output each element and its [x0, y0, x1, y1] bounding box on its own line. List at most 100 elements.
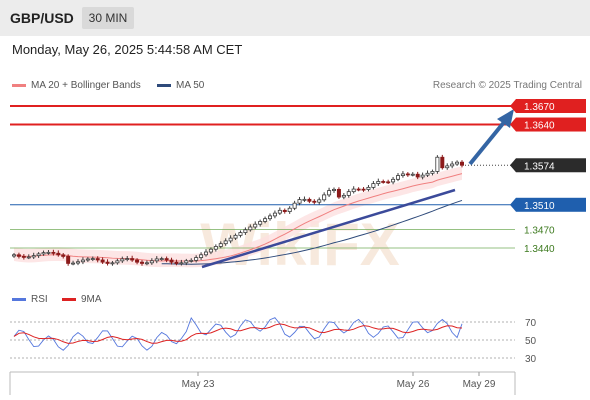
candle-body	[130, 258, 135, 261]
candle	[391, 176, 396, 185]
candle	[110, 260, 115, 266]
candle	[149, 258, 154, 265]
candle	[351, 186, 356, 194]
candle-body	[194, 257, 199, 261]
candle	[445, 163, 450, 170]
level-label-1.3440: 1.3440	[524, 244, 555, 255]
candle-body	[85, 258, 90, 261]
candle-body	[302, 198, 307, 201]
candle	[36, 252, 41, 258]
candle-body	[159, 258, 164, 261]
candle	[248, 224, 253, 232]
candle	[263, 216, 268, 224]
candle-body	[356, 188, 361, 191]
candle	[21, 254, 26, 260]
candle-body	[61, 254, 66, 257]
candle-body	[76, 261, 81, 264]
symbol-label: GBP/USD	[10, 10, 74, 26]
candle-body	[26, 256, 31, 259]
candle-body	[11, 254, 16, 257]
candle-body	[100, 259, 105, 263]
candle-body	[223, 240, 228, 245]
candle	[179, 259, 184, 266]
candle-body	[243, 229, 248, 233]
candle	[253, 221, 258, 230]
candle	[238, 230, 243, 238]
level-label-1.3670: 1.3670	[524, 102, 555, 113]
candle	[450, 161, 455, 169]
candle-body	[282, 209, 287, 212]
candle-body	[139, 261, 144, 264]
legend-swatch-ma20	[12, 83, 26, 87]
candle-body	[455, 161, 460, 165]
candle	[144, 260, 149, 266]
candle	[76, 259, 81, 266]
x-tick-label: May 29	[463, 379, 496, 390]
candle-body	[233, 234, 238, 239]
candle-body	[120, 258, 125, 262]
trendline-and-arrow	[201, 109, 514, 269]
candle-body	[450, 163, 455, 167]
candle-body	[445, 165, 450, 169]
last-price-tag	[516, 158, 586, 173]
candle	[203, 249, 208, 257]
bollinger-band-fill	[14, 166, 462, 268]
candle-body	[312, 200, 317, 203]
candle-body	[51, 251, 56, 254]
candle	[420, 172, 425, 180]
candle-body	[327, 190, 332, 196]
candle	[218, 241, 223, 249]
candle	[336, 187, 341, 199]
rsi-level-label-50: 50	[525, 336, 537, 347]
candle	[174, 259, 179, 266]
candle-body	[376, 181, 381, 184]
candle	[61, 252, 66, 259]
candle	[327, 187, 332, 198]
candle	[159, 256, 164, 261]
candle	[16, 252, 21, 259]
level-tag-1.3670	[516, 99, 586, 113]
candle-body	[297, 199, 302, 204]
candle-body	[36, 253, 41, 257]
candles	[11, 154, 464, 266]
candle	[415, 171, 420, 180]
candle-body	[203, 251, 208, 256]
candle	[164, 256, 169, 263]
candle-body	[110, 262, 115, 265]
candle	[51, 249, 56, 256]
candle-body	[174, 261, 179, 264]
candle	[366, 185, 371, 192]
legend-9ma: 9MA	[62, 294, 102, 305]
candle-body	[386, 181, 391, 184]
last-price-tag-notch	[510, 158, 516, 173]
candle-body	[351, 188, 356, 193]
candle-body	[184, 260, 189, 264]
candle	[194, 255, 199, 263]
candle-body	[149, 260, 154, 264]
candle-body	[71, 262, 76, 265]
ma20-line	[13, 173, 463, 262]
candle	[322, 192, 327, 202]
timeframe-button[interactable]: 30 MIN	[82, 7, 134, 29]
rsi-level-label-30: 30	[525, 354, 537, 365]
candle	[356, 187, 361, 192]
candle	[100, 257, 105, 264]
candle	[120, 256, 125, 263]
research-credit: Research © 2025 Trading Central	[432, 80, 582, 91]
candle-body	[287, 207, 292, 212]
candle	[80, 257, 85, 265]
candle-body	[267, 215, 272, 220]
candle-body	[341, 194, 346, 198]
rsi-panel: 70 50 30	[10, 317, 537, 365]
target-arrow-head	[497, 109, 514, 128]
candle-body	[395, 175, 400, 180]
candle-body	[228, 237, 233, 242]
candle	[346, 189, 351, 198]
candle	[307, 197, 312, 204]
candle-body	[213, 246, 218, 250]
price-level-labels: 1.3670 1.3640 1.3510 1.3470 1.3440 1.3574	[510, 99, 586, 255]
candle	[228, 235, 233, 244]
candle-body	[199, 254, 204, 258]
candle	[154, 256, 159, 264]
candle	[302, 196, 307, 202]
